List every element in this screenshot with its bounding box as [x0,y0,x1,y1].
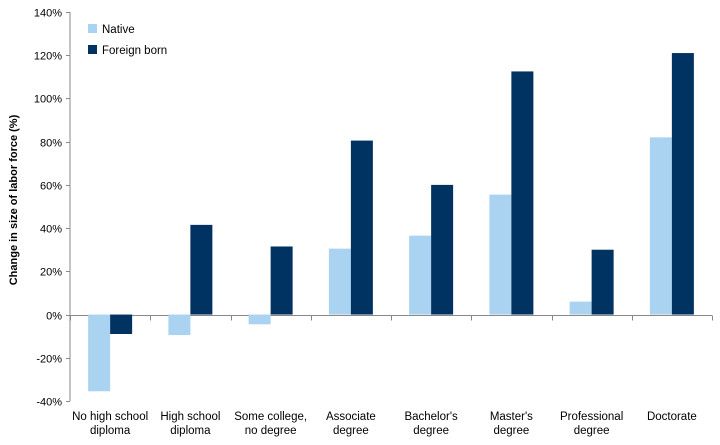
y-axis-title: Change in size of labor force (%) [8,114,20,285]
x-category-label: Professional [560,411,623,423]
bar-foreign-born [591,249,614,315]
x-category-label: degree [493,425,529,437]
y-tick-label: 140% [34,8,62,20]
y-tick-label: -40% [36,397,62,409]
x-category-label: Some college, [234,411,307,423]
x-category-label: Bachelor's [404,411,458,423]
legend-swatch [88,24,97,33]
bars [88,53,694,392]
x-category-label: degree [333,425,369,437]
axes [66,12,713,402]
bar-foreign-born [270,246,293,315]
legend-label: Foreign born [102,45,167,57]
y-tick-label: 20% [40,267,62,279]
y-tick-label: -20% [36,354,62,366]
legend-label: Native [102,24,135,36]
x-category-label: Associate [326,411,376,423]
y-tick-label: 60% [40,181,62,193]
bar-foreign-born [110,314,133,335]
bar-native [569,301,592,315]
bar-native [649,137,672,315]
x-category-label: degree [574,425,610,437]
y-axis-title-group: Change in size of labor force (%) [8,114,20,285]
bar-native [328,248,351,315]
legend-swatch [88,45,97,54]
x-category-label: Master's [490,411,533,423]
bar-foreign-born [190,224,213,315]
x-category-label: No high school [72,411,148,423]
bar-foreign-born [671,53,694,315]
bar-native [489,194,512,315]
labels: -40% -20% 0% 20% 40% 60% 80% 100% 120% 140% No hig… [34,8,697,438]
y-tick-label: 120% [34,51,62,63]
bar-native [248,314,271,325]
y-tick-label: 100% [34,94,62,106]
legend: Native Foreign born [88,24,167,57]
bar-native [168,314,191,336]
x-category-label: no degree [245,425,297,437]
y-tick-label: 0% [46,311,62,323]
bar-foreign-born [350,140,373,315]
y-tick-label: 40% [40,224,62,236]
y-tick-label: 80% [40,138,62,150]
x-category-label: High school [160,411,220,423]
x-category-label: Doctorate [647,411,697,423]
bar-foreign-born [431,184,454,315]
bar-native [88,314,111,392]
x-category-label: diploma [170,425,211,437]
x-category-label: diploma [90,425,131,437]
bar-foreign-born [511,71,534,315]
x-category-label: degree [413,425,449,437]
bar-native [409,235,432,315]
